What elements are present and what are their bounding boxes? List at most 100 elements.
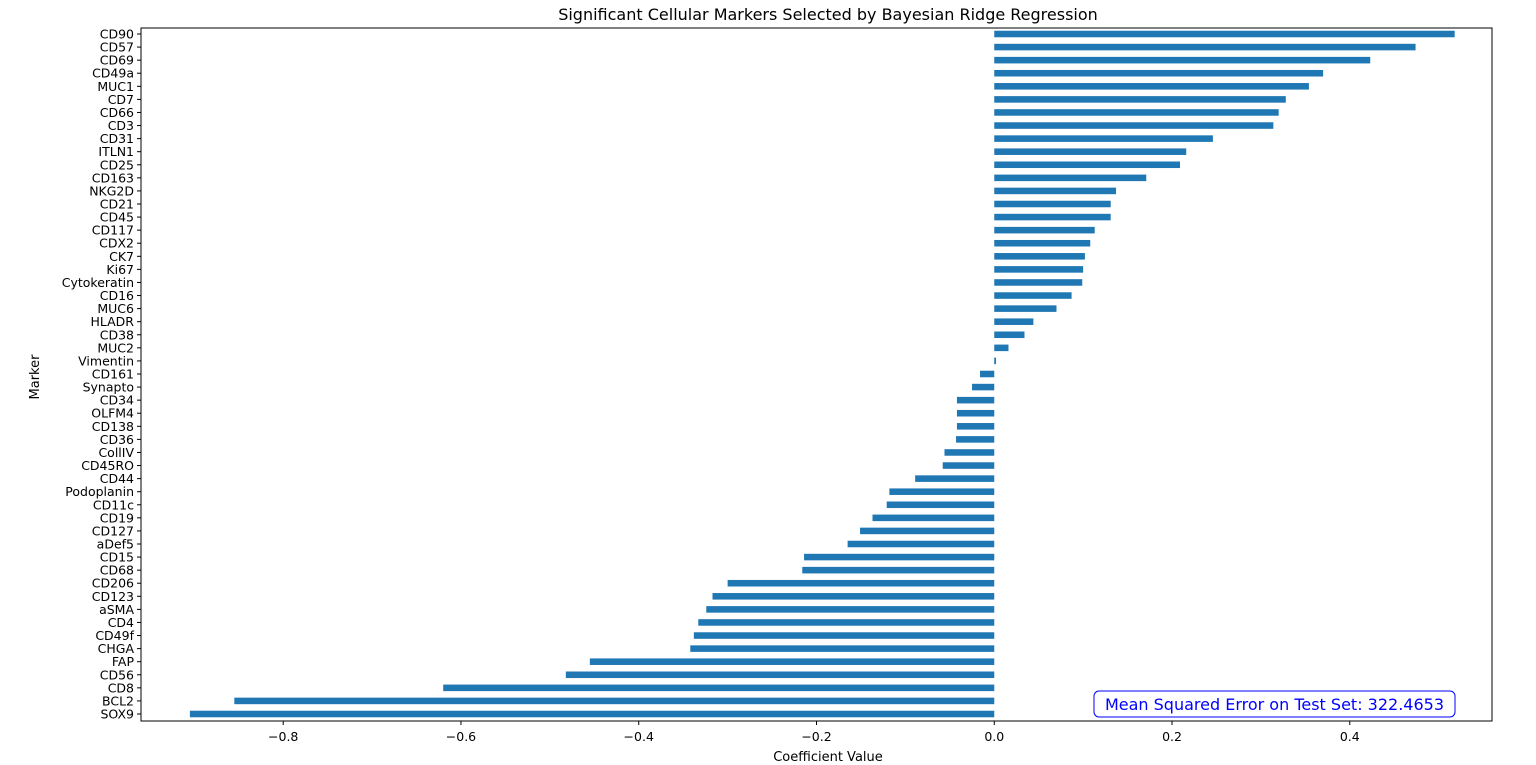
y-tick-label: OLFM4 <box>91 406 134 421</box>
y-tick-label: CD38 <box>100 327 134 342</box>
y-tick-label: CD34 <box>100 393 134 408</box>
bar-cd21 <box>994 200 1111 208</box>
y-tick-label: HLADR <box>90 314 134 329</box>
x-tick-label: −0.4 <box>624 729 654 744</box>
bar-cd127 <box>860 527 995 535</box>
y-tick-label: aDef5 <box>97 537 134 552</box>
bar-cd57 <box>994 43 1416 51</box>
y-tick-label: CD44 <box>100 471 134 486</box>
y-tick-label: Podoplanin <box>65 484 134 499</box>
bar-cd117 <box>994 226 1095 234</box>
bar-nkg2d <box>994 187 1117 195</box>
y-tick-label: CD127 <box>92 523 134 538</box>
bar-cd4 <box>698 619 995 626</box>
y-tick-label: CD138 <box>92 419 134 434</box>
y-tick-label: CD8 <box>108 680 134 695</box>
bar-sox9 <box>189 710 995 718</box>
y-tick-label: CD25 <box>100 157 134 172</box>
bar-cd25 <box>994 161 1181 169</box>
y-tick-label: CD56 <box>100 667 134 682</box>
bar-cd66 <box>994 109 1279 116</box>
y-tick-label: ITLN1 <box>98 144 134 159</box>
bar-cytokeratin <box>994 279 1083 286</box>
bar-cd206 <box>727 579 995 587</box>
bar-cd68 <box>802 566 995 574</box>
y-tick-label: CollIV <box>98 445 134 460</box>
x-tick-label: −0.6 <box>446 729 476 744</box>
y-tick-label: CD45 <box>100 210 134 225</box>
bar-cd69 <box>994 56 1371 64</box>
y-tick-label: CD15 <box>100 550 134 565</box>
bar-ki67 <box>994 266 1084 273</box>
x-axis-ticks: −0.8 −0.6 −0.4 −0.2 0.0 0.2 0.4 <box>268 721 1360 744</box>
y-tick-label: CD123 <box>92 589 134 604</box>
bar-cd38 <box>994 331 1025 339</box>
y-tick-label: BCL2 <box>102 693 134 708</box>
bar-chga <box>690 645 995 652</box>
y-tick-label: CD117 <box>92 223 134 238</box>
y-tick-label: CD90 <box>100 27 134 42</box>
y-tick-label: MUC2 <box>97 340 134 355</box>
bar-cd11c <box>886 501 995 509</box>
chart-title: Significant Cellular Markers Selected by… <box>558 5 1098 24</box>
bar-itln1 <box>994 148 1187 155</box>
y-tick-label: CD19 <box>100 510 134 525</box>
y-tick-label: CDX2 <box>99 236 134 251</box>
bar-ck7 <box>994 253 1085 260</box>
y-tick-label: CD21 <box>100 197 134 212</box>
bar-bcl2 <box>234 697 995 705</box>
bar-cd7 <box>994 96 1286 103</box>
bar-cd36 <box>956 436 995 443</box>
bar-cd161 <box>980 370 995 378</box>
x-tick-label: −0.2 <box>801 729 831 744</box>
y-tick-label: MUC1 <box>97 79 134 94</box>
bar-asma <box>706 606 995 613</box>
bar-cdx2 <box>994 239 1091 247</box>
bar-cd49a <box>994 69 1324 77</box>
y-tick-label: MUC6 <box>97 301 134 316</box>
y-tick-label: NKG2D <box>89 183 134 198</box>
x-tick-label: −0.8 <box>268 729 298 744</box>
y-tick-label: Vimentin <box>78 353 134 368</box>
y-tick-label: CD66 <box>100 105 134 120</box>
bar-cd49f <box>693 632 995 639</box>
bar-cd15 <box>804 553 995 561</box>
bars <box>189 30 1455 718</box>
x-tick-label: 0.4 <box>1340 729 1360 744</box>
y-tick-label: CD7 <box>108 92 134 107</box>
y-axis-label: Marker <box>28 354 43 400</box>
bar-cd45ro <box>942 462 995 469</box>
bar-cd45 <box>994 213 1111 221</box>
bar-cd34 <box>956 396 995 404</box>
annotation-box <box>1093 690 1456 718</box>
bar-cd56 <box>565 671 995 679</box>
bar-cd3 <box>994 122 1274 129</box>
annotation-text: Mean Squared Error on Test Set: 322.4653 <box>1105 695 1444 714</box>
bar-vimentin <box>994 357 997 365</box>
y-tick-label: CD161 <box>92 367 134 382</box>
y-tick-label: CD57 <box>100 40 134 55</box>
y-tick-label: CD69 <box>100 53 134 68</box>
y-tick-label: CD49f <box>95 628 134 643</box>
y-tick-label: CK7 <box>109 249 134 264</box>
bar-cd90 <box>994 30 1455 38</box>
bar-cd16 <box>994 292 1072 299</box>
bar-cd44 <box>915 475 995 482</box>
y-tick-label: CD3 <box>108 118 134 133</box>
y-tick-label: CHGA <box>98 641 135 656</box>
bar-synapto <box>972 383 995 391</box>
bar-muc2 <box>994 344 1009 352</box>
y-tick-label: FAP <box>112 654 135 669</box>
y-tick-label: CD163 <box>92 170 134 185</box>
x-tick-label: 0.0 <box>984 729 1004 744</box>
bar-adef5 <box>847 540 995 548</box>
bar-cd8 <box>443 684 995 692</box>
x-tick-label: 0.2 <box>1162 729 1182 744</box>
y-tick-label: CD31 <box>100 131 134 146</box>
bar-cd19 <box>872 514 995 522</box>
bar-muc6 <box>994 305 1057 312</box>
y-tick-label: CD36 <box>100 432 134 447</box>
bar-cd138 <box>956 423 995 430</box>
y-tick-label: CD45RO <box>81 458 134 473</box>
